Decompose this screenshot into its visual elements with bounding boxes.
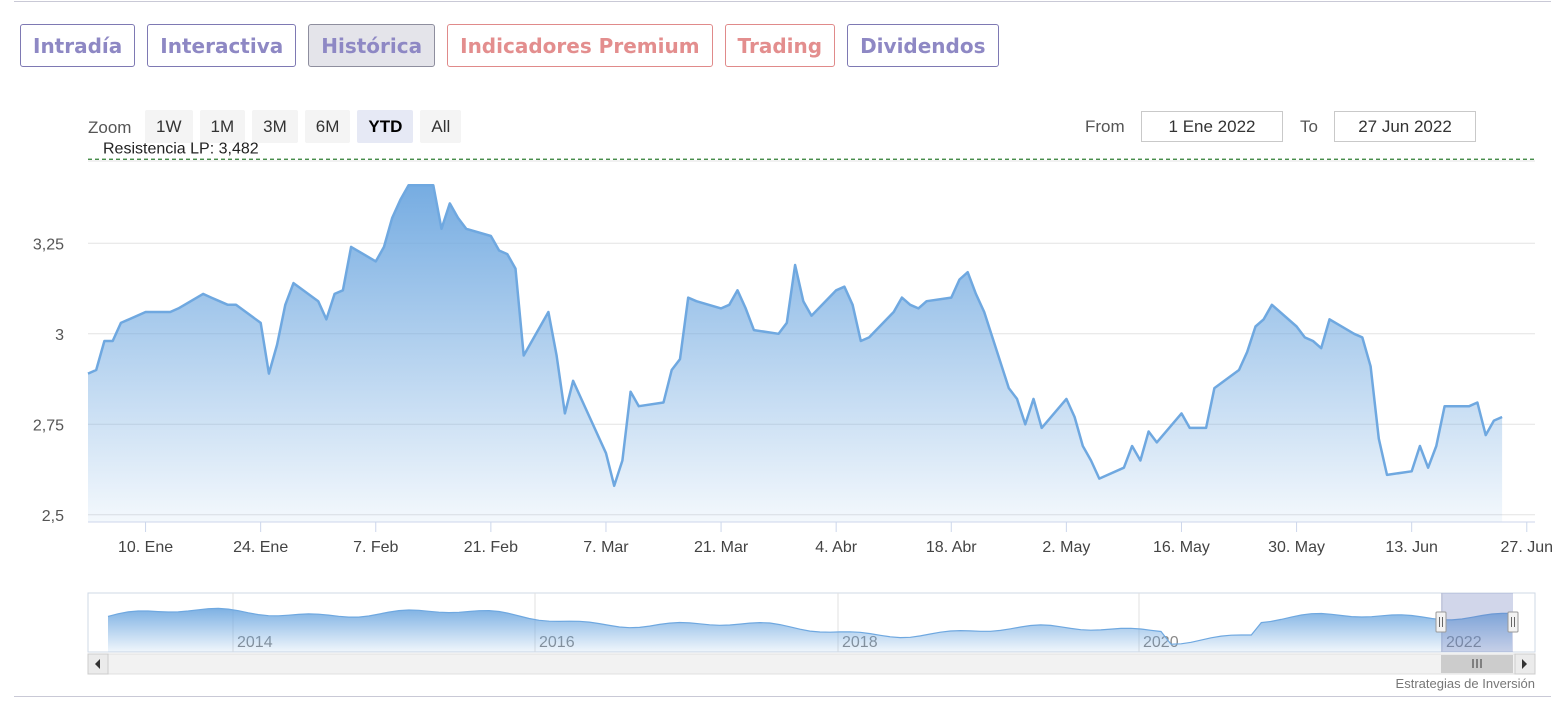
price-area xyxy=(88,185,1503,523)
x-axis: 10. Ene 24. Ene 7. Feb 21. Feb 7. Mar 21. Mar… xyxy=(88,521,1553,556)
credits-label: Estrategias de Inversión xyxy=(1395,676,1535,691)
x-tick-label: 30. May xyxy=(1268,539,1325,556)
navigator-area xyxy=(108,608,1512,652)
x-tick-label: 18. Abr xyxy=(926,539,977,556)
chart-tabs: Intradía Interactiva Histórica Indicador… xyxy=(20,24,999,67)
x-tick-label: 21. Feb xyxy=(464,539,518,556)
navigator-line xyxy=(107,607,1512,645)
tab-dividendos[interactable]: Dividendos xyxy=(847,24,999,67)
scrollbar-left-arrow xyxy=(95,659,100,669)
zoom-ytd-button[interactable]: YTD xyxy=(357,110,414,143)
x-tick-label: 13. Jun xyxy=(1385,539,1437,556)
navigator-year-label: 2022 xyxy=(1446,634,1482,651)
x-tick-label: 24. Ene xyxy=(233,539,288,556)
tab-historica[interactable]: Histórica xyxy=(308,24,436,67)
to-date-input[interactable]: 27 Jun 2022 xyxy=(1334,111,1476,142)
from-date-input[interactable]: 1 Ene 2022 xyxy=(1141,111,1283,142)
zoom-3m-button[interactable]: 3M xyxy=(252,110,298,143)
y-tick-label: 3,25 xyxy=(33,236,64,253)
x-tick-label: 7. Mar xyxy=(583,539,629,556)
top-divider xyxy=(14,1,1551,2)
price-line xyxy=(87,184,1503,488)
x-tick-label: 2. May xyxy=(1042,539,1090,556)
scrollbar-left-button xyxy=(87,653,109,675)
bottom-divider xyxy=(14,696,1551,697)
x-tick-label: 4. Abr xyxy=(815,539,857,556)
tab-indicadores-premium[interactable]: Indicadores Premium xyxy=(447,24,713,67)
scrollbar-track xyxy=(87,653,1536,675)
navigator-handle xyxy=(1507,611,1519,633)
to-label: To xyxy=(1300,117,1318,136)
zoom-buttons: 1W 1M 3M 6M YTD All xyxy=(145,110,462,143)
tab-trading[interactable]: Trading xyxy=(724,24,836,67)
x-tick-label: 27. Jun xyxy=(1501,539,1553,556)
x-tick-label: 10. Ene xyxy=(118,539,173,556)
zoom-6m-button[interactable]: 6M xyxy=(304,110,351,143)
grid-lines xyxy=(88,160,1535,516)
zoom-1m-button[interactable]: 1M xyxy=(199,110,246,143)
tab-intradia[interactable]: Intradía xyxy=(20,24,136,67)
navigator-year-label: 2014 xyxy=(237,634,273,651)
navigator-year-label: 2016 xyxy=(539,634,575,651)
zoom-all-button[interactable]: All xyxy=(420,110,462,143)
y-tick-label: 3 xyxy=(55,327,64,344)
navigator-year-label: 2018 xyxy=(842,634,878,651)
tab-interactiva[interactable]: Interactiva xyxy=(147,24,297,67)
scrollbar-right-button xyxy=(1514,653,1536,675)
x-tick-label: 7. Feb xyxy=(353,539,398,556)
x-tick-label: 16. May xyxy=(1153,539,1210,556)
navigator-year-label: 2020 xyxy=(1143,634,1179,651)
from-label: From xyxy=(1085,117,1125,136)
scrollbar-right-arrow xyxy=(1522,659,1527,669)
navigator-handle xyxy=(1435,611,1447,633)
resistance-level: Resistencia LP: 3,482 xyxy=(88,140,1535,160)
zoom-label: Zoom xyxy=(88,118,132,137)
navigator-selection xyxy=(1441,593,1513,652)
y-axis: 2,5 2,75 3 3,25 xyxy=(33,236,64,525)
y-tick-label: 2,5 xyxy=(42,508,64,525)
scrollbar-thumb xyxy=(1441,655,1513,673)
navigator-frame xyxy=(87,592,1536,653)
x-tick-label: 21. Mar xyxy=(694,539,749,556)
zoom-1w-button[interactable]: 1W xyxy=(145,110,193,143)
navigator: 2014 2016 2018 2020 2022 xyxy=(87,592,1536,675)
y-tick-label: 2,75 xyxy=(33,417,64,434)
